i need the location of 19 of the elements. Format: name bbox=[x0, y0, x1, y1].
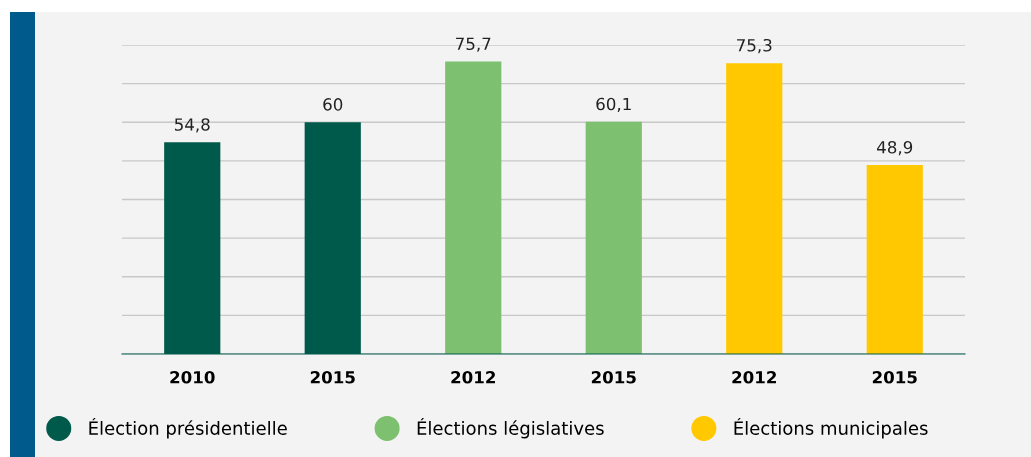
bar bbox=[726, 63, 783, 354]
data-label: 48,9 bbox=[877, 140, 913, 156]
x-tick-label: 2012 bbox=[451, 370, 495, 384]
legend-label: Élections municipales bbox=[734, 418, 928, 439]
data-label: 60 bbox=[323, 98, 343, 111]
bar bbox=[445, 61, 502, 354]
data-label: 75,7 bbox=[456, 37, 491, 52]
data-label: 60,1 bbox=[596, 97, 631, 112]
legend-label: Élections législatives bbox=[417, 418, 604, 439]
x-tick-label: 2010 bbox=[170, 370, 215, 384]
legend-label: Élection présidentielle bbox=[89, 418, 287, 439]
data-label: 54,8 bbox=[174, 118, 210, 133]
bar bbox=[866, 165, 923, 354]
x-tick-label: 2015 bbox=[872, 370, 917, 384]
x-tick-label: 2015 bbox=[591, 370, 636, 384]
bar bbox=[585, 121, 642, 354]
x-tick-label: 2015 bbox=[310, 370, 355, 384]
x-tick-label: 2012 bbox=[732, 370, 776, 384]
data-label: 75,3 bbox=[737, 38, 772, 54]
